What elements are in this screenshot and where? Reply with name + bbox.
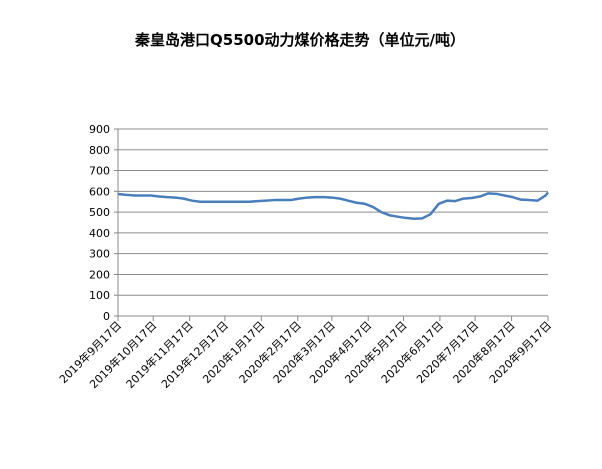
- x-tick-label: 2020年7月17日: [413, 318, 481, 386]
- y-tick-label: 600: [89, 185, 110, 198]
- y-tick-label: 300: [89, 248, 110, 261]
- x-tick-label: 2020年9月17日: [486, 318, 554, 386]
- x-tick-label: 2020年8月17日: [450, 318, 518, 386]
- y-tick-label: 200: [89, 268, 110, 281]
- y-tick-label: 0: [103, 310, 110, 323]
- y-tick-label: 500: [89, 206, 110, 219]
- x-tick-label: 2019年9月17日: [56, 318, 124, 386]
- y-tick-label: 900: [89, 123, 110, 136]
- chart-title: 秦皇岛港口Q5500动力煤价格走势（单位元/吨）: [134, 31, 465, 49]
- x-tick-label: 2020年2月17日: [236, 318, 304, 386]
- data-line: [117, 191, 549, 221]
- y-tick-label: 400: [89, 227, 110, 240]
- y-tick-label: 700: [89, 165, 110, 178]
- x-tick-label: 2020年6月17日: [378, 318, 446, 386]
- x-tick-label: 2020年4月17日: [306, 318, 374, 386]
- x-tick-label: 2020年5月17日: [342, 318, 410, 386]
- y-tick-label: 100: [89, 289, 110, 302]
- y-tick-label: 800: [89, 144, 110, 157]
- x-tick-label: 2020年1月17日: [200, 318, 268, 386]
- x-tick-label: 2020年3月17日: [270, 318, 338, 386]
